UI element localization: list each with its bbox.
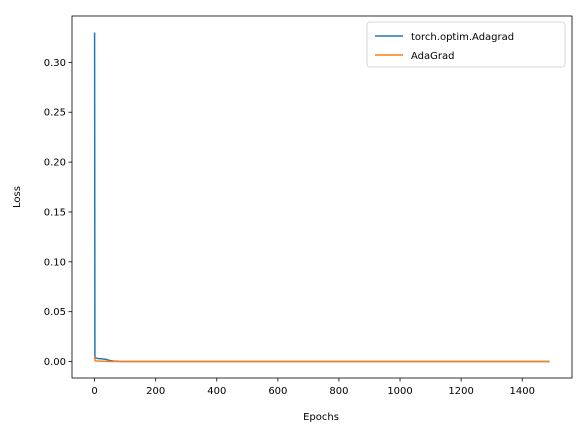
y-tick-label: 0.25 (44, 108, 66, 119)
y-axis-label: Loss (12, 186, 23, 208)
legend-label-1: torch.optim.Adagrad (411, 32, 514, 43)
x-axis-label: Epochs (303, 412, 339, 423)
series-line-2 (93, 356, 550, 363)
plot-frame (71, 15, 573, 379)
x-tick-label: 1400 (509, 386, 534, 397)
legend: torch.optim.Adagrad AdaGrad (366, 21, 566, 68)
y-tick-label: 0.20 (44, 158, 66, 169)
x-tick-label: 600 (268, 386, 287, 397)
y-tick-label: 0.00 (44, 357, 66, 368)
legend-label-2: AdaGrad (411, 51, 454, 62)
x-tick-label: 400 (207, 386, 226, 397)
y-tick-label: 0.10 (44, 257, 66, 268)
x-tick-label: 200 (146, 386, 165, 397)
y-tick-label: 0.30 (44, 58, 66, 69)
x-tick-label: 800 (329, 386, 348, 397)
x-tick-label: 1000 (387, 386, 412, 397)
series-lines (93, 32, 550, 363)
x-tick-label: 0 (91, 386, 97, 397)
y-axis-ticks: 0.00 0.05 0.10 0.15 0.20 0.25 0.30 (44, 58, 72, 368)
x-tick-label: 1200 (448, 386, 473, 397)
legend-box (366, 21, 566, 68)
y-tick-label: 0.15 (44, 207, 66, 218)
x-axis-ticks: 0 200 400 600 800 1000 1200 1400 (91, 378, 535, 397)
y-tick-label: 0.05 (44, 307, 66, 318)
